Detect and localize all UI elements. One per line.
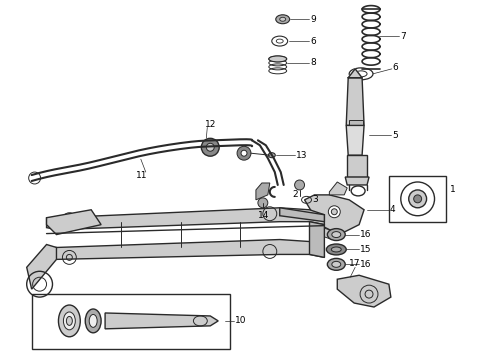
Ellipse shape xyxy=(280,17,286,21)
Circle shape xyxy=(409,190,427,208)
Polygon shape xyxy=(26,244,56,289)
Circle shape xyxy=(328,206,340,218)
Circle shape xyxy=(241,150,247,156)
Text: 13: 13 xyxy=(295,151,307,160)
Text: 10: 10 xyxy=(235,316,246,325)
Bar xyxy=(347,155,367,177)
Ellipse shape xyxy=(58,305,80,337)
Polygon shape xyxy=(256,183,270,200)
Polygon shape xyxy=(47,208,324,230)
Polygon shape xyxy=(348,69,362,78)
Text: 3: 3 xyxy=(313,195,318,204)
Circle shape xyxy=(206,143,214,151)
Text: 9: 9 xyxy=(311,15,316,24)
Circle shape xyxy=(258,198,268,208)
Bar xyxy=(389,176,446,222)
Circle shape xyxy=(201,138,219,156)
Text: 2: 2 xyxy=(293,190,298,199)
Circle shape xyxy=(237,146,251,160)
Polygon shape xyxy=(337,275,391,307)
Text: 1: 1 xyxy=(450,185,456,194)
Polygon shape xyxy=(315,225,334,239)
Polygon shape xyxy=(310,222,324,257)
Circle shape xyxy=(414,195,421,203)
Polygon shape xyxy=(280,208,324,222)
Ellipse shape xyxy=(326,244,346,255)
Polygon shape xyxy=(47,210,101,235)
Text: 14: 14 xyxy=(258,211,270,220)
Ellipse shape xyxy=(327,258,345,270)
Ellipse shape xyxy=(269,153,275,158)
Text: 7: 7 xyxy=(400,32,406,41)
Ellipse shape xyxy=(63,312,75,330)
Ellipse shape xyxy=(276,15,290,24)
Polygon shape xyxy=(346,125,364,155)
Text: 8: 8 xyxy=(311,58,316,67)
Polygon shape xyxy=(305,195,364,235)
Polygon shape xyxy=(346,78,364,125)
Text: 4: 4 xyxy=(390,205,395,214)
Circle shape xyxy=(331,209,337,215)
Text: 16: 16 xyxy=(360,230,371,239)
Ellipse shape xyxy=(332,231,341,238)
Polygon shape xyxy=(329,182,347,195)
Text: 6: 6 xyxy=(393,63,398,72)
Text: 5: 5 xyxy=(392,131,397,140)
Bar xyxy=(349,121,363,129)
Text: 16: 16 xyxy=(360,260,371,269)
Ellipse shape xyxy=(331,247,341,252)
Bar xyxy=(32,294,230,349)
Text: 12: 12 xyxy=(205,120,217,129)
Text: 6: 6 xyxy=(311,37,316,46)
Polygon shape xyxy=(105,313,218,329)
Text: 11: 11 xyxy=(136,171,147,180)
Ellipse shape xyxy=(269,56,287,62)
Ellipse shape xyxy=(85,309,101,333)
Ellipse shape xyxy=(66,316,73,325)
Polygon shape xyxy=(47,239,324,260)
Text: 15: 15 xyxy=(360,245,371,254)
Polygon shape xyxy=(345,177,369,185)
Ellipse shape xyxy=(332,261,341,267)
Ellipse shape xyxy=(327,229,345,240)
Ellipse shape xyxy=(89,314,97,327)
Circle shape xyxy=(365,290,373,298)
Circle shape xyxy=(294,180,305,190)
Text: 17: 17 xyxy=(349,259,361,268)
